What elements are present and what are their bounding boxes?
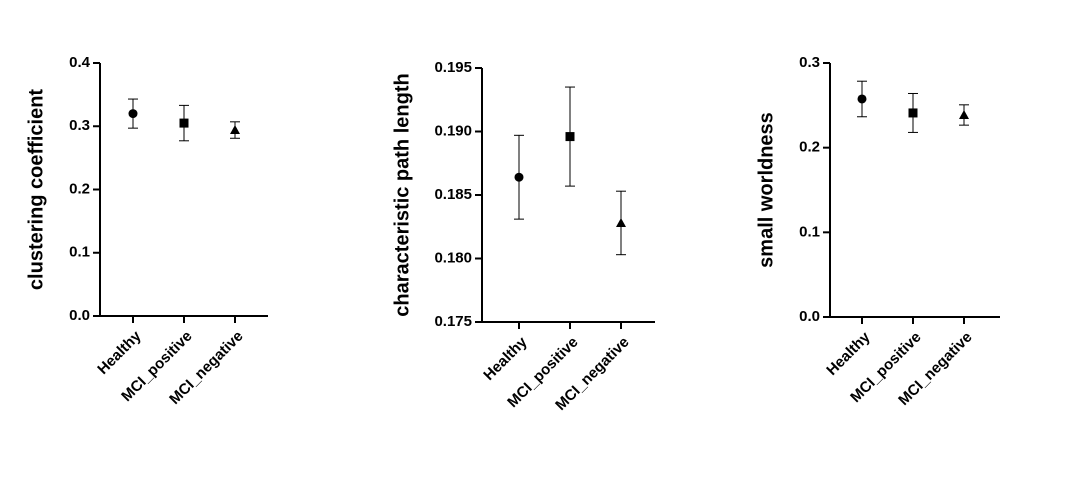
marker: [616, 217, 626, 227]
y-tick-label: 0.4: [69, 54, 91, 71]
marker: [959, 109, 969, 119]
marker: [128, 109, 138, 119]
y-tick-label: 0.3: [69, 117, 90, 134]
marker: [230, 125, 240, 135]
marker: [179, 118, 189, 128]
x-tick-label: Healthy: [480, 333, 531, 384]
y-tick-label: 0.0: [799, 308, 820, 325]
x-tick-label: Healthy: [94, 327, 145, 378]
y-axis-label: characteristic path length: [391, 73, 413, 316]
y-tick-label: 0.190: [434, 122, 472, 139]
y-tick-label: 0.185: [434, 186, 472, 203]
y-tick-label: 0.180: [434, 249, 472, 266]
y-tick-label: 0.1: [799, 223, 820, 240]
marker: [565, 132, 575, 142]
x-tick-label: Healthy: [823, 328, 874, 379]
marker: [514, 172, 524, 182]
y-axis-label: small worldness: [755, 112, 777, 268]
y-axis-label: clustering coefficient: [25, 89, 47, 290]
y-tick-label: 0.2: [799, 139, 820, 156]
y-tick-label: 0.175: [434, 313, 472, 330]
y-tick-label: 0.1: [69, 244, 90, 261]
y-tick-label: 0.0: [69, 307, 90, 324]
marker: [908, 108, 918, 118]
y-tick-label: 0.2: [69, 180, 90, 197]
y-tick-label: 0.195: [434, 59, 472, 76]
marker: [857, 94, 867, 104]
y-tick-label: 0.3: [799, 54, 820, 71]
